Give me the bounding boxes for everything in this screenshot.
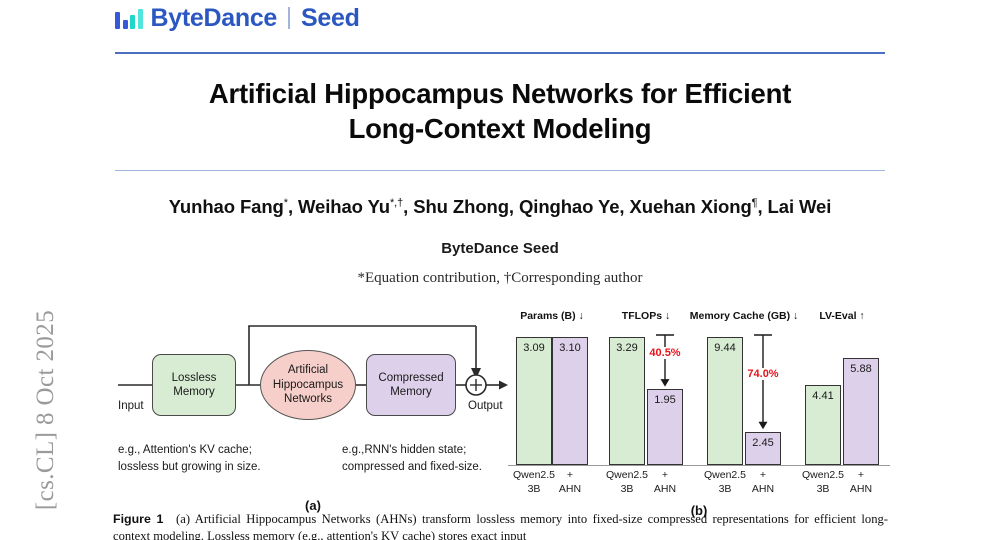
diagram-note-right: e.g.,RNN's hidden state; compressed and …: [342, 442, 482, 475]
author-marker: ¶: [751, 196, 758, 209]
chart-tick-label: Qwen2.5 3B: [512, 469, 556, 496]
diagram-note-left: e.g., Attention's KV cache; lossless but…: [118, 442, 261, 475]
bar-g2-ahn: 1.95: [647, 389, 683, 465]
diagram-note-left-line1: e.g., Attention's KV cache;: [118, 444, 252, 456]
chart-baseline-axis: [508, 465, 890, 466]
caption-text: (a) Artificial Hippocampus Networks (AHN…: [113, 512, 888, 540]
reduction-percentage-label: 40.5%: [647, 347, 683, 360]
figure-panel-b: Params (B) ↓ TFLOPs ↓ Memory Cache (GB) ↓ L…: [508, 305, 890, 518]
bar-value-label: 5.88: [850, 363, 872, 375]
chart-tick-label: + AHN: [751, 469, 775, 496]
ahn-architecture-diagram: Lossless Memory Artificial Hippocampus N…: [118, 320, 508, 430]
bar-value-label: 9.44: [714, 342, 736, 354]
figure-panel-a: Lossless Memory Artificial Hippocampus N…: [118, 320, 508, 513]
diagram-note-left-line2: lossless but growing in size.: [118, 460, 261, 473]
bar-g4-ahn: 5.88: [843, 358, 879, 465]
chart-header-1: Params (B) ↓: [520, 310, 584, 322]
chart-tick-label: Qwen2.5 3B: [605, 469, 649, 496]
bar-value-label: 2.45: [752, 436, 774, 449]
bar-value-label: 3.10: [559, 342, 581, 354]
panel-a-label: (a): [305, 498, 321, 513]
bar-g3-baseline: 9.44: [707, 337, 743, 465]
figure-1: Lossless Memory Artificial Hippocampus N…: [0, 305, 1000, 518]
chart-header-3: Memory Cache (GB) ↓: [689, 310, 799, 322]
bar-value-label: 3.09: [523, 342, 545, 355]
bar-g2-baseline: 3.29: [609, 337, 645, 465]
ellipse-artificial-hippocampus-networks: Artificial Hippocampus Networks: [260, 350, 356, 420]
chart-tick-label: Qwen2.5 3B: [801, 469, 845, 496]
reduction-percentage-label: 74.0%: [745, 368, 781, 381]
chart-tick-label: + AHN: [558, 469, 582, 496]
chart-tick-label: + AHN: [653, 469, 677, 496]
box-lossless-memory-label: Lossless Memory: [171, 371, 217, 398]
author-list: Yunhao Fang*, Weihao Yu*,†, Shu Zhong, Q…: [168, 196, 832, 217]
box-compressed-memory-label: Compressed Memory: [378, 371, 444, 398]
bytedance-bars-icon: [115, 7, 143, 29]
chart-tick-label: + AHN: [849, 469, 873, 496]
diagram-input-label: Input: [118, 400, 144, 412]
title-line-2: Long-Context Modeling: [348, 113, 652, 145]
diagram-note-right-line2: compressed and fixed-size.: [342, 460, 482, 473]
chart-header-4: LV-Eval ↑: [819, 310, 865, 322]
chart-group-headers: Params (B) ↓ TFLOPs ↓ Memory Cache (GB) ↓ L…: [508, 310, 890, 326]
panel-b-label: (b): [690, 503, 708, 518]
chart-tick-label: Qwen2.5 3B: [703, 469, 747, 496]
title-line-1: Artificial Hippocampus Networks for Effi…: [208, 78, 792, 109]
ellipse-ahn-label: Artificial Hippocampus Networks: [272, 364, 344, 406]
bar-value-label: 1.95: [654, 394, 676, 407]
bar-g3-ahn: 2.45: [745, 431, 781, 465]
author-footnote: *Equation contribution, †Corresponding a…: [357, 270, 643, 286]
bar-value-label: 4.41: [812, 389, 834, 402]
logo-secondary-text: Seed: [301, 3, 360, 32]
chart-header-2: TFLOPs ↓: [621, 310, 671, 322]
diagram-note-right-line1: e.g.,RNN's hidden state;: [342, 444, 467, 456]
logo-separator: |: [286, 2, 293, 29]
box-lossless-memory: Lossless Memory: [152, 354, 236, 416]
bytedance-seed-logo: ByteDance | Seed: [115, 0, 360, 36]
affiliation: ByteDance Seed: [441, 240, 559, 257]
logo-primary-text: ByteDance: [150, 3, 278, 32]
diagram-output-label: Output: [468, 400, 503, 412]
page-title: Artificial Hippocampus Networks for Effi…: [110, 76, 890, 146]
author-marker: *,†: [390, 196, 404, 209]
bar-value-label: 3.29: [616, 342, 638, 354]
bar-g1-baseline: 3.09: [516, 337, 552, 465]
header-rule-top: [115, 52, 885, 54]
diagram-connectors: [118, 325, 508, 396]
author-marker: *: [283, 196, 288, 209]
box-compressed-memory: Compressed Memory: [366, 354, 456, 416]
bar-g1-ahn: 3.10: [552, 337, 588, 465]
bar-g4-baseline: 4.41: [805, 384, 841, 465]
bar-chart-plot: 3.09 3.10 3.29 1.95 9.44 2.45 4.41 5.88: [508, 333, 890, 465]
caption-prefix: Figure 1: [113, 512, 164, 526]
figure-caption: Figure 1 (a) Artificial Hippocampus Netw…: [113, 511, 888, 540]
header-rule-bottom: [115, 170, 885, 171]
